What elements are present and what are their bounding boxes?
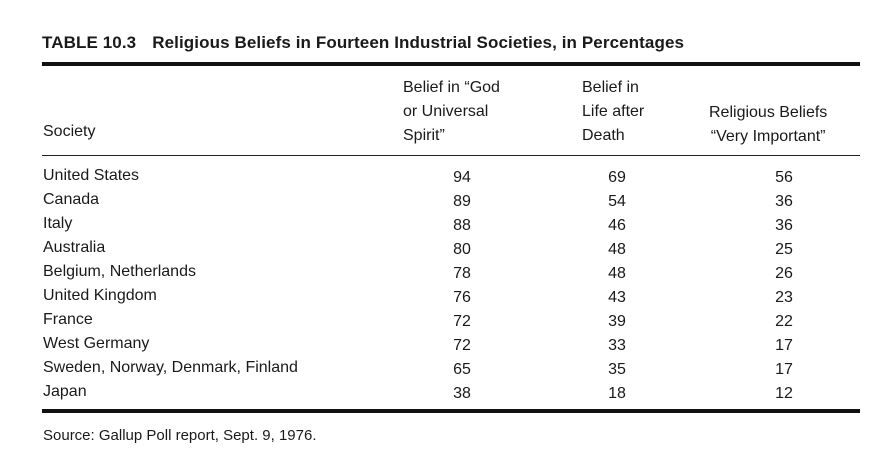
header-religious-beliefs-important-line: “Very Important” bbox=[710, 128, 826, 145]
beliefs-very-important-cell: 36 bbox=[775, 217, 793, 234]
belief-in-god-cell: 89 bbox=[453, 193, 471, 210]
belief-in-afterlife-cell: 48 bbox=[608, 265, 626, 282]
header-belief-in-god: Belief in “God or Universal Spirit” bbox=[403, 76, 500, 148]
table-row: Italy 88 46 36 bbox=[0, 212, 876, 236]
header-religious-beliefs-important-line: Religious Beliefs bbox=[709, 104, 828, 121]
table-row: Japan 38 18 12 bbox=[0, 380, 876, 404]
table-row: United States 94 69 56 bbox=[0, 164, 876, 188]
beliefs-very-important-cell: 26 bbox=[775, 265, 793, 282]
society-cell: West Germany bbox=[43, 335, 150, 352]
table-row: Sweden, Norway, Denmark, Finland 65 35 1… bbox=[0, 356, 876, 380]
table-title: TABLE 10.3 Religious Beliefs in Fourteen … bbox=[42, 33, 684, 53]
source-note: Source: Gallup Poll report, Sept. 9, 197… bbox=[43, 427, 317, 444]
belief-in-afterlife-cell: 18 bbox=[608, 385, 626, 402]
belief-in-afterlife-cell: 54 bbox=[608, 193, 626, 210]
table-row: Canada 89 54 36 bbox=[0, 188, 876, 212]
belief-in-god-cell: 72 bbox=[453, 313, 471, 330]
belief-in-god-cell: 80 bbox=[453, 241, 471, 258]
beliefs-very-important-cell: 23 bbox=[775, 289, 793, 306]
table-row: Australia 80 48 25 bbox=[0, 236, 876, 260]
belief-in-god-cell: 78 bbox=[453, 265, 471, 282]
header-rule bbox=[42, 155, 860, 156]
table-row: France 72 39 22 bbox=[0, 308, 876, 332]
header-belief-in-god-line: or Universal bbox=[403, 103, 489, 120]
table-row: West Germany 72 33 17 bbox=[0, 332, 876, 356]
society-cell: Japan bbox=[43, 383, 87, 400]
belief-in-afterlife-cell: 69 bbox=[608, 169, 626, 186]
beliefs-very-important-cell: 12 bbox=[775, 385, 793, 402]
beliefs-very-important-cell: 17 bbox=[775, 337, 793, 354]
society-cell: Belgium, Netherlands bbox=[43, 263, 196, 280]
top-rule bbox=[42, 62, 860, 66]
society-cell: United Kingdom bbox=[43, 287, 157, 304]
society-cell: United States bbox=[43, 167, 140, 184]
beliefs-very-important-cell: 22 bbox=[775, 313, 793, 330]
belief-in-god-cell: 94 bbox=[453, 169, 471, 186]
table-row: United Kingdom 76 43 23 bbox=[0, 284, 876, 308]
belief-in-afterlife-cell: 35 bbox=[608, 361, 626, 378]
belief-in-god-cell: 76 bbox=[453, 289, 471, 306]
belief-in-afterlife-cell: 48 bbox=[608, 241, 626, 258]
society-cell: Sweden, Norway, Denmark, Finland bbox=[43, 359, 298, 376]
belief-in-god-cell: 65 bbox=[453, 361, 471, 378]
society-cell: Australia bbox=[43, 239, 106, 256]
header-belief-in-afterlife-line: Death bbox=[582, 127, 625, 144]
belief-in-afterlife-cell: 43 bbox=[608, 289, 626, 306]
header-religious-beliefs-important: Religious Beliefs “Very Important” bbox=[709, 101, 827, 149]
header-belief-in-afterlife-line: Belief in bbox=[582, 79, 639, 96]
beliefs-very-important-cell: 36 bbox=[775, 193, 793, 210]
header-belief-in-god-line: Belief in “God bbox=[403, 79, 500, 96]
society-cell: France bbox=[43, 311, 93, 328]
header-society: Society bbox=[43, 123, 96, 140]
beliefs-very-important-cell: 25 bbox=[775, 241, 793, 258]
belief-in-god-cell: 88 bbox=[453, 217, 471, 234]
belief-in-god-cell: 38 bbox=[453, 385, 471, 402]
beliefs-very-important-cell: 56 bbox=[775, 169, 793, 186]
header-belief-in-afterlife-line: Life after bbox=[582, 103, 645, 120]
society-cell: Italy bbox=[43, 215, 73, 232]
table-row: Belgium, Netherlands 78 48 26 bbox=[0, 260, 876, 284]
header-belief-in-god-line: Spirit” bbox=[403, 127, 445, 144]
belief-in-afterlife-cell: 33 bbox=[608, 337, 626, 354]
bottom-rule bbox=[42, 409, 860, 413]
table-title-text: Religious Beliefs in Fourteen Industrial… bbox=[152, 33, 685, 52]
header-belief-in-afterlife: Belief in Life after Death bbox=[582, 76, 644, 148]
belief-in-god-cell: 72 bbox=[453, 337, 471, 354]
belief-in-afterlife-cell: 46 bbox=[608, 217, 626, 234]
beliefs-very-important-cell: 17 bbox=[775, 361, 793, 378]
table-number: TABLE 10.3 bbox=[42, 33, 137, 52]
table-body: United States 94 69 56 Canada 89 54 36 I… bbox=[0, 164, 876, 404]
belief-in-afterlife-cell: 39 bbox=[608, 313, 626, 330]
society-cell: Canada bbox=[43, 191, 100, 208]
